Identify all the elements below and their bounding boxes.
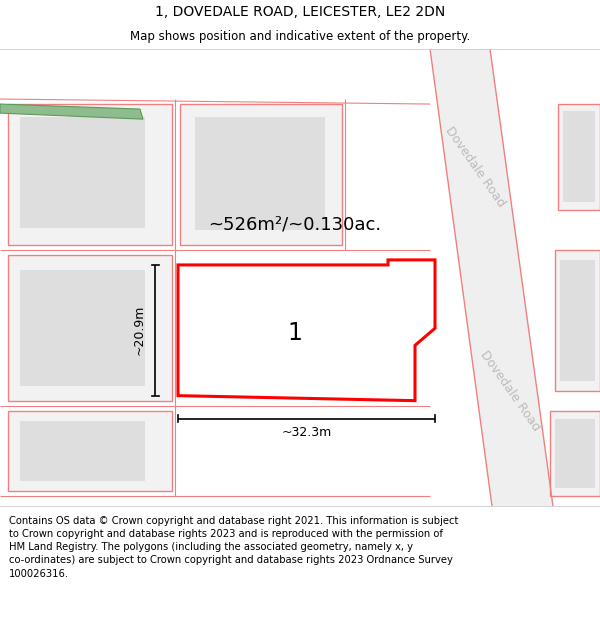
Polygon shape: [430, 49, 553, 506]
Polygon shape: [180, 104, 342, 245]
Text: ~526m²/~0.130ac.: ~526m²/~0.130ac.: [208, 216, 382, 234]
Text: 1, DOVEDALE ROAD, LEICESTER, LE2 2DN: 1, DOVEDALE ROAD, LEICESTER, LE2 2DN: [155, 5, 445, 19]
Polygon shape: [178, 260, 435, 401]
Text: Dovedale Road: Dovedale Road: [442, 125, 508, 210]
Polygon shape: [0, 104, 143, 119]
Polygon shape: [558, 104, 600, 209]
Polygon shape: [555, 419, 595, 488]
Text: ~32.3m: ~32.3m: [281, 426, 332, 439]
Polygon shape: [555, 250, 600, 391]
Polygon shape: [8, 104, 172, 245]
Text: ~20.9m: ~20.9m: [133, 305, 146, 356]
Text: Contains OS data © Crown copyright and database right 2021. This information is : Contains OS data © Crown copyright and d…: [9, 516, 458, 579]
Polygon shape: [20, 421, 145, 481]
Text: Map shows position and indicative extent of the property.: Map shows position and indicative extent…: [130, 30, 470, 43]
Polygon shape: [225, 278, 360, 389]
Text: 1: 1: [287, 321, 302, 345]
Polygon shape: [550, 411, 600, 496]
Polygon shape: [195, 117, 325, 230]
Text: Dovedale Road: Dovedale Road: [478, 348, 542, 433]
Polygon shape: [8, 255, 172, 401]
Polygon shape: [563, 111, 595, 202]
Polygon shape: [20, 117, 145, 228]
Polygon shape: [20, 270, 145, 386]
Polygon shape: [560, 260, 595, 381]
Polygon shape: [8, 411, 172, 491]
